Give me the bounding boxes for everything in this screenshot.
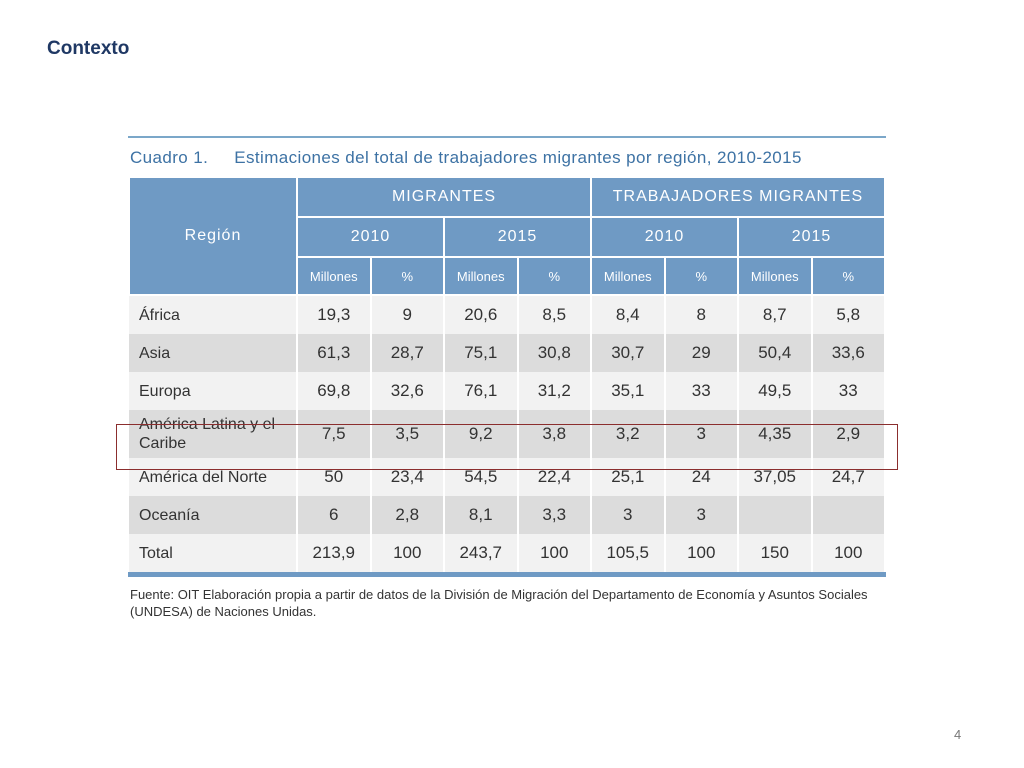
row-region: América Latina y el Caribe [129,410,298,458]
table-figure: Cuadro 1. Estimaciones del total de traba… [128,136,886,620]
table-caption: Cuadro 1. Estimaciones del total de traba… [130,148,886,168]
caption-text: Estimaciones del total de trabajadores m… [234,148,802,167]
table-cell: 243,7 [444,534,519,572]
header-trabajadores-migrantes: TRABAJADORES MIGRANTES [590,176,886,218]
table-cell: 33 [811,372,886,410]
header-subcol: Millones [443,256,519,296]
table-cell: 50 [297,458,372,496]
table-cell: 54,5 [444,458,519,496]
header-year: 2010 [590,216,739,258]
table-cell: 31,2 [517,372,592,410]
header-subcol: Millones [737,256,813,296]
table-cell: 29 [664,334,739,372]
table-cell: 100 [370,534,445,572]
table-cell: 3,3 [517,496,592,534]
table-cell: 24,7 [811,458,886,496]
header-subcol: Millones [590,256,666,296]
table-cell: 19,3 [297,295,372,334]
table-row: Europa 69,8 32,6 76,1 31,2 35,1 33 49,5 … [129,372,886,410]
table-cell: 100 [517,534,592,572]
header-subcol: % [516,256,592,296]
header-migrantes: MIGRANTES [296,176,592,218]
table-cell [811,496,886,534]
table-cell: 35,1 [591,372,666,410]
table-bottom-rule [128,572,886,577]
table-cell: 100 [664,534,739,572]
table-cell [738,496,813,534]
table-cell: 7,5 [297,410,372,458]
table-cell: 3 [664,496,739,534]
slide-title: Contexto [47,38,130,59]
table-row: África 19,3 9 20,6 8,5 8,4 8 8,7 5,8 [129,295,886,334]
header-subcol: % [810,256,886,296]
table-cell: 8,4 [591,295,666,334]
table-cell: 3,2 [591,410,666,458]
table-cell: 23,4 [370,458,445,496]
header-subcol: Millones [296,256,372,296]
table-row: Asia 61,3 28,7 75,1 30,8 30,7 29 50,4 33… [129,334,886,372]
migrants-table: Región MIGRANTES TRABAJADORES MIGRANTES … [128,176,886,572]
table-cell: 61,3 [297,334,372,372]
table-cell: 30,7 [591,334,666,372]
figure-top-rule [128,136,886,138]
row-region: América del Norte [129,458,298,496]
header-year: 2010 [296,216,445,258]
table-cell: 8 [664,295,739,334]
table-cell: 9 [370,295,445,334]
table-cell: 3,8 [517,410,592,458]
source-note: Fuente: OIT Elaboración propia a partir … [130,587,868,619]
table-cell: 9,2 [444,410,519,458]
table-cell: 8,5 [517,295,592,334]
table-cell: 76,1 [444,372,519,410]
table-cell: 100 [811,534,886,572]
row-region: Asia [129,334,298,372]
row-region: Oceanía [129,496,298,534]
table-cell: 6 [297,496,372,534]
table-cell: 37,05 [738,458,813,496]
row-region: África [129,295,298,334]
header-subcol: % [663,256,739,296]
table-cell: 4,35 [738,410,813,458]
table-cell: 28,7 [370,334,445,372]
table-cell: 150 [738,534,813,572]
table-cell: 22,4 [517,458,592,496]
table-cell: 33,6 [811,334,886,372]
table-row-highlighted: América Latina y el Caribe 7,5 3,5 9,2 3… [129,410,886,458]
table-cell: 2,8 [370,496,445,534]
table-cell: 3,5 [370,410,445,458]
caption-number: Cuadro 1. [130,148,209,167]
table-cell: 105,5 [591,534,666,572]
table-cell: 25,1 [591,458,666,496]
header-region: Región [128,176,298,296]
table-cell: 213,9 [297,534,372,572]
page-number: 4 [954,727,962,742]
table-cell: 20,6 [444,295,519,334]
table-cell: 8,7 [738,295,813,334]
table-cell: 3 [664,410,739,458]
table-cell: 69,8 [297,372,372,410]
header-subcol: % [369,256,445,296]
row-region: Total [129,534,298,572]
table-cell: 30,8 [517,334,592,372]
header-year: 2015 [443,216,592,258]
table-cell: 75,1 [444,334,519,372]
table-cell: 33 [664,372,739,410]
table-cell: 3 [591,496,666,534]
table-cell: 32,6 [370,372,445,410]
table-cell: 5,8 [811,295,886,334]
table-cell: 24 [664,458,739,496]
table-row: Oceanía 6 2,8 8,1 3,3 3 3 [129,496,886,534]
table-cell: 50,4 [738,334,813,372]
header-year: 2015 [737,216,886,258]
table-cell: 2,9 [811,410,886,458]
table-cell: 8,1 [444,496,519,534]
row-region: Europa [129,372,298,410]
table-cell: 49,5 [738,372,813,410]
table-row-total: Total 213,9 100 243,7 100 105,5 100 150 … [129,534,886,572]
table-row: América del Norte 50 23,4 54,5 22,4 25,1… [129,458,886,496]
